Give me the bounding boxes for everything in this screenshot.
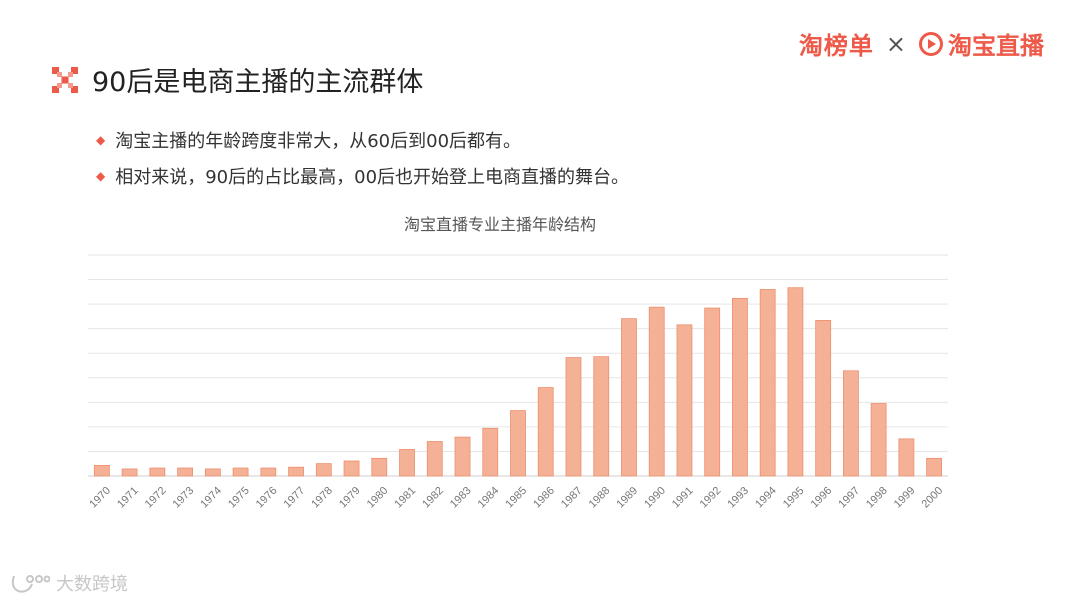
x-tick-label: 1991 — [670, 485, 696, 511]
watermark-logo-icon — [11, 575, 50, 593]
bullet-item: ◆ 相对来说，90后的占比最高，00后也开始登上电商直播的舞台。 — [96, 158, 629, 194]
x-tick-label: 1985 — [503, 485, 529, 511]
page-title-row: 90后是电商主播的主流群体 — [52, 60, 423, 99]
live-play-icon — [919, 31, 943, 56]
bar-1977 — [288, 466, 304, 477]
bar-1981 — [399, 449, 415, 477]
x-tick-label: 1970 — [87, 485, 113, 511]
bar-1994 — [759, 289, 776, 477]
brand-taobao-live-logo: 淘宝直播 — [918, 26, 1044, 61]
bar-1992 — [704, 307, 721, 477]
bar-2000 — [926, 457, 943, 477]
bar-1984 — [482, 427, 499, 477]
bullet-text: 相对来说，90后的占比最高，00后也开始登上电商直播的舞台。 — [115, 167, 630, 188]
bullet-list: ◆ 淘宝主播的年龄跨度非常大，从60后到00后都有。 ◆ 相对来说，90后的占比… — [96, 122, 629, 194]
chart-title: 淘宝直播专业主播年龄结构 — [403, 215, 596, 234]
x-tick-label: 1986 — [531, 485, 557, 511]
x-tick-label: 1997 — [836, 485, 862, 511]
bar-1978 — [315, 463, 332, 477]
bar-1973 — [177, 467, 193, 477]
x-tick-label: 1983 — [448, 485, 474, 511]
x-tick-label: 1984 — [476, 485, 502, 511]
x-tick-label: 1972 — [143, 485, 169, 511]
diamond-bullet-icon: ◆ — [96, 169, 106, 183]
bar-1983 — [454, 436, 471, 477]
x-tick-label: 1994 — [753, 485, 779, 511]
x-tick-label: 1976 — [254, 485, 280, 511]
brand-separator: × — [885, 29, 906, 58]
bar-1996 — [815, 320, 832, 477]
x-tick-label: 1989 — [614, 485, 640, 511]
age-structure-bar-chart: 1970 1971 1972 1973 1974 1975 1976 1977 1978 1979… — [87, 254, 948, 511]
brand-taobao-live-text: 淘宝直播 — [948, 32, 1044, 60]
bar-1991 — [676, 324, 693, 477]
bar-1986 — [537, 387, 554, 477]
bar-1971 — [121, 468, 138, 477]
x-tick-label: 1988 — [587, 485, 613, 511]
x-tick-label: 1995 — [781, 485, 807, 511]
bar-1976 — [260, 467, 277, 477]
bar-1980 — [371, 457, 388, 477]
watermark-text: 大数跨境 — [56, 574, 128, 595]
bar-1974 — [204, 468, 221, 477]
page-title: 90后是电商主播的主流群体 — [92, 67, 424, 98]
x-tick-label: 2000 — [920, 485, 946, 511]
x-tick-label: 1999 — [892, 485, 918, 511]
bar-1989 — [621, 318, 637, 477]
brand-logos: 淘榜单 × 淘宝直播 — [799, 26, 1044, 61]
x-tick-label: 1982 — [420, 485, 446, 511]
x-tick-label: 1992 — [698, 485, 724, 511]
x-tick-label: 1975 — [226, 485, 252, 511]
x-tick-label: 1980 — [365, 485, 391, 511]
bar-1985 — [510, 410, 526, 477]
bullet-text: 淘宝主播的年龄跨度非常大，从60后到00后都有。 — [115, 131, 522, 152]
x-tick-label: 1974 — [198, 485, 224, 511]
bullet-item: ◆ 淘宝主播的年龄跨度非常大，从60后到00后都有。 — [96, 122, 629, 158]
watermark: 大数跨境 — [10, 570, 128, 596]
bar-1987 — [565, 357, 582, 477]
bar-1970 — [93, 464, 110, 477]
grid-mark-icon — [52, 66, 78, 93]
bar-1999 — [898, 438, 915, 477]
x-tick-label: 1981 — [392, 485, 418, 511]
bar-1993 — [732, 297, 748, 477]
bar-1998 — [870, 403, 887, 477]
diamond-bullet-icon: ◆ — [96, 133, 106, 147]
x-tick-label: 1987 — [559, 485, 585, 511]
bar-1975 — [232, 467, 249, 477]
x-tick-label: 1971 — [115, 485, 141, 511]
bar-1990 — [648, 306, 665, 477]
bar-1972 — [149, 467, 166, 477]
x-tick-label: 1977 — [281, 485, 307, 511]
bar-1982 — [426, 441, 443, 477]
bar-1988 — [593, 356, 610, 477]
bar-1979 — [343, 460, 360, 477]
bar-1997 — [843, 370, 859, 477]
x-tick-label: 1996 — [809, 485, 835, 511]
x-tick-label: 1979 — [337, 485, 363, 511]
x-tick-label: 1990 — [642, 485, 668, 511]
brand-taobangdan-logo: 淘榜单 — [798, 32, 874, 60]
bar-1995 — [787, 287, 804, 477]
x-tick-label: 1978 — [309, 485, 335, 511]
x-tick-label: 1973 — [171, 485, 197, 511]
x-tick-label: 1993 — [725, 485, 751, 511]
x-tick-label: 1998 — [864, 485, 890, 511]
